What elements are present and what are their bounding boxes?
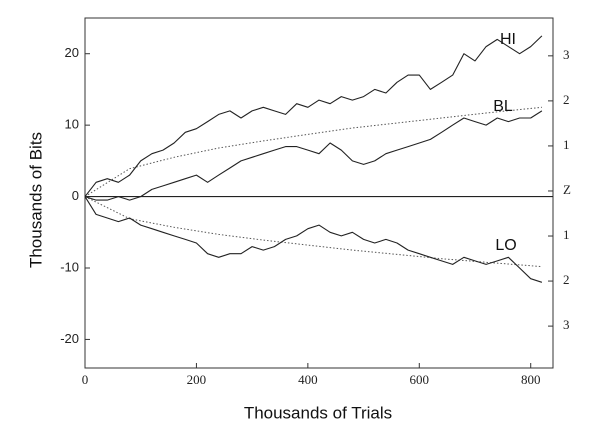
y-tick-label: 20 (65, 45, 79, 60)
y-axis-title: Thousands of Bits (26, 132, 45, 268)
y2-tick-label: 1 (563, 227, 570, 242)
envelope-lower (84, 196, 542, 268)
x-tick-label: 0 (82, 372, 89, 387)
y2-tick-label: 3 (563, 317, 570, 332)
y-tick-label: 0 (72, 188, 79, 203)
series-line (84, 110, 543, 201)
x-axis-title: Thousands of Trials (244, 403, 392, 422)
series-label: HI (500, 31, 516, 48)
series-line (84, 196, 543, 283)
y2-tick-label: 2 (563, 92, 570, 107)
x-tick-label: 600 (410, 372, 430, 387)
x-tick-label: 400 (298, 372, 318, 387)
series-label: BL (493, 98, 513, 115)
plot-frame (84, 17, 554, 369)
y2-tick-label: 1 (563, 137, 570, 152)
x-tick-label: 200 (187, 372, 207, 387)
y2-tick-label: 2 (563, 272, 570, 287)
series-label: LO (495, 237, 516, 254)
y2-tick-label: 3 (563, 47, 570, 62)
x-tick-label: 800 (521, 372, 541, 387)
y-tick-label: -10 (60, 259, 79, 274)
y-tick-label: 10 (65, 117, 79, 132)
y-tick-label: -20 (60, 331, 79, 346)
series-line (84, 35, 543, 197)
y2-tick-label: Z (563, 182, 571, 197)
